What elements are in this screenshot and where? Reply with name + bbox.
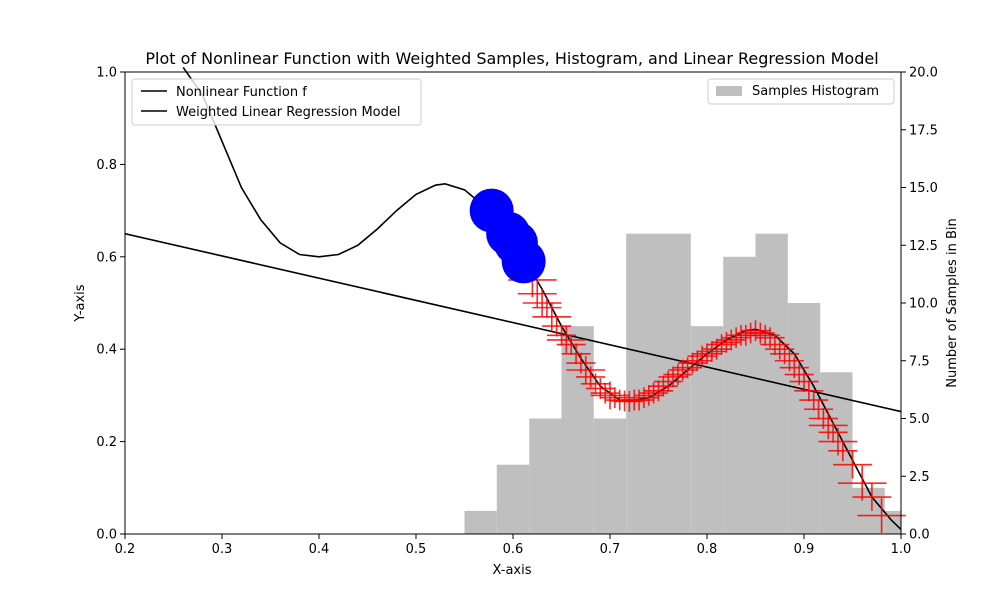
x-axis-label: X-axis (493, 563, 532, 578)
y-tick-label: 1.0 (96, 66, 117, 81)
histogram-bar (852, 487, 885, 534)
legend-histogram-swatch (716, 86, 742, 96)
legend-regression-label: Weighted Linear Regression Model (176, 105, 400, 120)
x-tick-label: 0.8 (697, 542, 718, 557)
y-tick-label: 0.8 (96, 158, 117, 173)
highlighted-samples (469, 188, 546, 284)
y2-tick-label: 10.0 (909, 297, 938, 312)
x-tick-label: 0.4 (309, 542, 330, 557)
y2-tick-label: 5.0 (909, 412, 930, 427)
legend-right-box (707, 78, 895, 105)
sample-point (799, 389, 829, 411)
histogram-bar (529, 418, 562, 534)
x-tick-label: 0.3 (212, 542, 233, 557)
sample-point (765, 338, 795, 360)
x-tick-label: 0.6 (503, 542, 524, 557)
y-tick-label: 0.2 (96, 435, 117, 450)
histogram (464, 233, 901, 534)
histogram-bar (593, 418, 627, 534)
sample-point (808, 411, 848, 440)
sample-point (833, 450, 872, 479)
y2-tick-label: 12.5 (909, 239, 938, 254)
histogram-bar (496, 464, 530, 534)
sample-point (818, 421, 848, 443)
chart-title: Plot of Nonlinear Function with Weighted… (145, 49, 878, 68)
y-tick-label: 0.0 (96, 528, 117, 543)
x-tick-label: 0.7 (600, 542, 621, 557)
sample-point (566, 356, 606, 384)
y-tick-label: 0.4 (96, 343, 117, 358)
y-axis: 0.0 0.2 0.4 0.6 0.8 1.0 (96, 66, 125, 543)
histogram-bar (464, 510, 497, 534)
y2-axis: 0.0 2.5 5.0 7.5 10.0 12.5 15.0 17.5 20.0 (901, 66, 938, 543)
legend-histogram-label: Samples Histogram (752, 84, 879, 99)
y-tick-label: 0.6 (96, 250, 117, 265)
legend-left-box (131, 78, 422, 126)
y2-tick-label: 15.0 (909, 181, 938, 196)
sample-point (857, 498, 906, 533)
sample-point (522, 289, 562, 317)
regression-line (124, 232, 902, 413)
sample-point (590, 381, 630, 410)
sample-point (794, 380, 824, 402)
legend-right: Samples Histogram (707, 78, 895, 105)
y-axis-label: Y-axis (73, 284, 88, 322)
sample-point (546, 326, 586, 354)
y2-tick-label: 0.0 (909, 528, 930, 543)
regression-line-layer (124, 232, 902, 413)
y2-tick-label: 7.5 (909, 354, 930, 369)
sample-point (556, 334, 586, 355)
y2-axis-label: Number of Samples in Bin (945, 218, 960, 387)
x-tick-label: 0.5 (406, 542, 427, 557)
legend-left: Nonlinear Function f Weighted Linear Reg… (131, 78, 422, 126)
y2-tick-label: 20.0 (909, 66, 938, 81)
histogram-bar (723, 256, 756, 534)
sample-point (561, 343, 591, 365)
sample-point (837, 465, 887, 501)
legend-function-label: Nonlinear Function f (176, 85, 307, 100)
sample-point (852, 483, 892, 511)
x-tick-label: 1.0 (891, 542, 912, 557)
y2-tick-label: 2.5 (909, 470, 930, 485)
sample-point (532, 297, 562, 319)
weighted-samples (498, 238, 906, 533)
sample-point (804, 398, 834, 420)
x-tick-label: 0.9 (794, 542, 815, 557)
sample-point (789, 371, 819, 392)
highlight-point (501, 239, 546, 284)
y2-tick-label: 17.5 (909, 123, 938, 138)
x-axis: 0.2 0.3 0.4 0.5 0.6 0.7 0.8 0.9 1.0 (115, 534, 912, 557)
x-tick-label: 0.2 (115, 542, 136, 557)
histogram-bar (561, 326, 594, 534)
